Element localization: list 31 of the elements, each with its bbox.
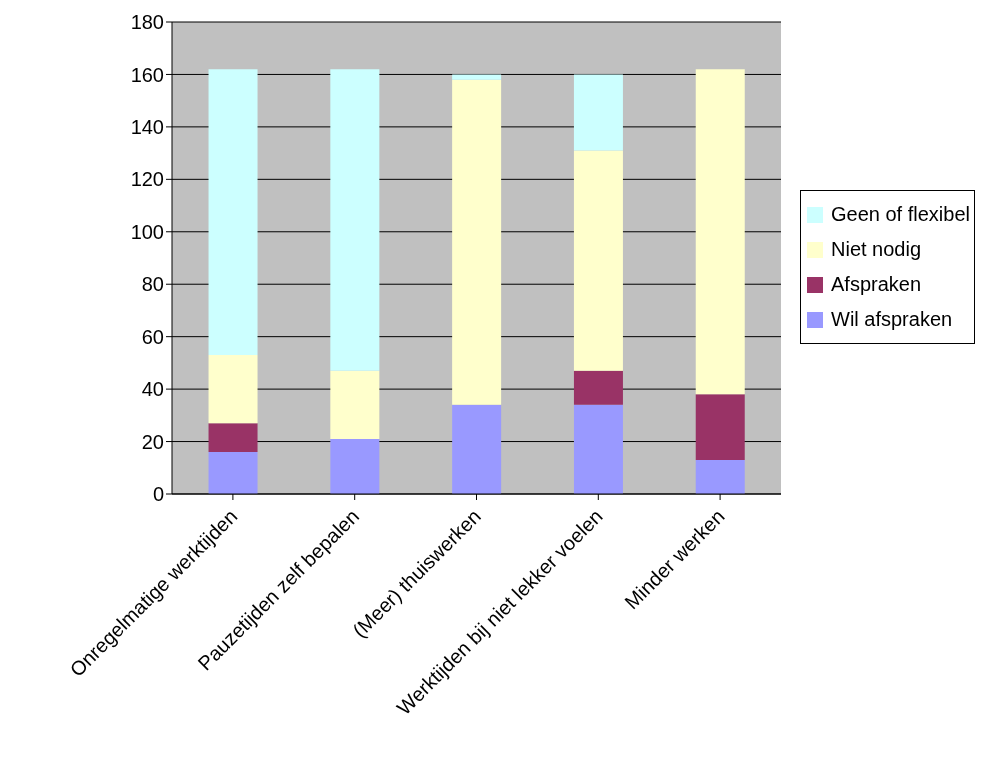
y-tick-label: 140 <box>130 115 164 138</box>
bar <box>695 459 745 494</box>
legend-label: Niet nodig <box>831 237 922 262</box>
bar <box>208 452 258 494</box>
y-tick-label: 60 <box>141 325 164 348</box>
bar <box>695 394 745 460</box>
bar <box>695 69 745 395</box>
bar <box>330 370 380 439</box>
y-tick-label: 0 <box>152 483 164 506</box>
bar <box>573 150 623 371</box>
bar <box>573 370 623 405</box>
legend-label: Wil afspraken <box>831 307 953 332</box>
y-tick-label: 40 <box>141 378 164 401</box>
bar <box>330 69 380 371</box>
bar <box>452 74 502 80</box>
bar <box>573 404 623 494</box>
bar <box>573 74 623 151</box>
y-tick-label: 80 <box>141 273 164 296</box>
bar <box>208 355 258 424</box>
legend-label: Geen of flexibel <box>831 202 970 227</box>
legend-label: Afspraken <box>831 272 922 297</box>
y-tick-label: 180 <box>130 11 164 34</box>
bar <box>208 423 258 453</box>
bar <box>330 438 380 494</box>
y-tick-label: 160 <box>130 63 164 86</box>
bar <box>452 79 502 405</box>
y-tick-label: 20 <box>141 430 164 453</box>
y-tick-label: 120 <box>130 168 164 191</box>
bar <box>208 69 258 356</box>
bar <box>452 404 502 494</box>
y-tick-label: 100 <box>130 220 164 243</box>
